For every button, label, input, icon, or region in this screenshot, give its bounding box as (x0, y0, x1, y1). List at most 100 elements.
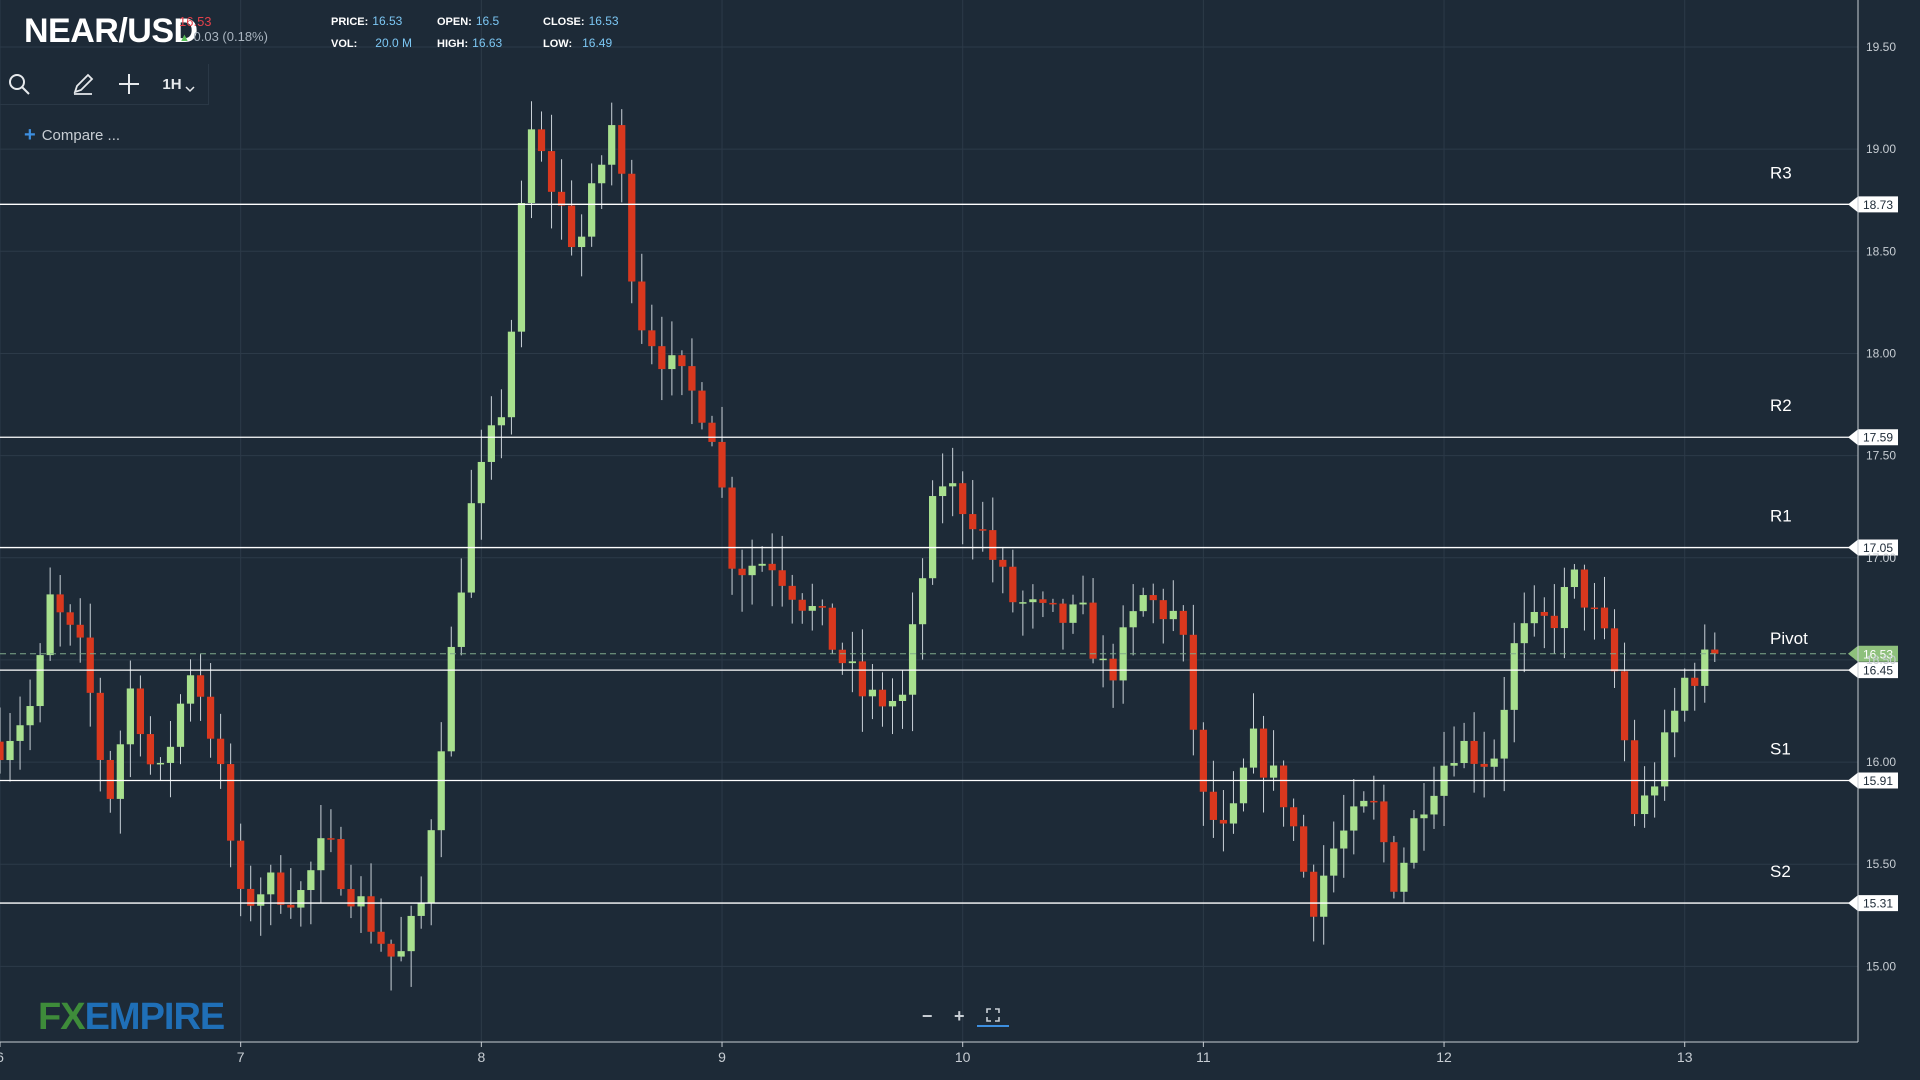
zoom-in-button[interactable]: + (954, 1005, 965, 1026)
candle-body (888, 700, 897, 707)
candle-body (798, 599, 806, 611)
candle-down (969, 480, 977, 560)
candle-body (247, 888, 255, 906)
candle-body (1290, 807, 1298, 827)
level-tag-text: 17.05 (1863, 541, 1893, 555)
candle-body (969, 514, 977, 530)
candle-body (1430, 795, 1438, 815)
y-tick-label: 19.00 (1866, 142, 1896, 156)
search-icon[interactable] (2, 64, 36, 104)
x-tick-label: 9 (718, 1049, 726, 1065)
candle-up (1500, 676, 1508, 792)
candle-down (1009, 549, 1017, 613)
candle-down (1290, 798, 1298, 841)
candle-down (989, 497, 997, 583)
candle-down (1711, 632, 1719, 662)
candle-down (1610, 609, 1619, 688)
candle-up (848, 631, 856, 693)
candle-body (748, 565, 756, 576)
candle-up (176, 694, 185, 765)
high-value: 16.63 (472, 36, 503, 50)
candle-body (156, 762, 165, 765)
candle-up (888, 678, 897, 735)
candle-body (1661, 732, 1669, 787)
candle-body (1189, 634, 1197, 730)
price-change-value: 0.03 (0.18%) (193, 29, 268, 44)
candle-body (427, 830, 435, 903)
ohlc-volume: VOL: 20.0 M (331, 36, 412, 50)
candle-up (1249, 693, 1258, 774)
candle-down (287, 868, 295, 919)
candle-up (908, 592, 917, 732)
candle-up (1560, 567, 1568, 659)
fullscreen-button[interactable] (986, 1006, 1000, 1027)
candle-body (387, 943, 395, 957)
candle-up (1460, 722, 1468, 769)
candle-up (868, 664, 877, 720)
candle-body (477, 461, 485, 504)
candle-body (76, 624, 84, 638)
candle-body (417, 902, 425, 916)
candle-body (136, 688, 145, 735)
level-tag-r1: 17.05 (1848, 539, 1898, 556)
candle-up (1400, 847, 1408, 903)
candle-body (578, 236, 586, 248)
candle-up (437, 722, 445, 858)
candle-down (1209, 760, 1218, 838)
candle-body (788, 585, 796, 600)
candle-body (176, 703, 185, 747)
level-tag-shape (1848, 895, 1898, 912)
candle-down (537, 111, 546, 162)
compare-button[interactable]: + Compare ... (24, 124, 120, 147)
arrow-up-icon: ▲ (179, 32, 190, 44)
candle-body (1711, 649, 1719, 654)
timeframe-select[interactable]: 1H (156, 64, 202, 104)
candle-body (1320, 875, 1328, 917)
candle-body (407, 915, 415, 952)
candle-body (36, 655, 44, 707)
candle-body (217, 738, 225, 765)
candle-up (1320, 845, 1328, 945)
candle-body (708, 422, 716, 442)
candle-up (1530, 585, 1538, 637)
candle-down (86, 603, 94, 727)
candle-body (949, 483, 957, 487)
candle-down (1390, 835, 1398, 899)
candle-down (547, 114, 556, 229)
level-tag-shape (1848, 772, 1898, 789)
candle-body (878, 689, 887, 707)
candle-body (1209, 791, 1218, 820)
candle-down (1550, 584, 1558, 654)
zoom-out-button[interactable]: − (921, 1005, 933, 1026)
candle-body (337, 839, 345, 890)
candle-down (277, 855, 285, 914)
crosshair-plus-icon[interactable] (112, 64, 146, 104)
candle-up (1169, 580, 1177, 632)
chevron-down-icon (185, 86, 195, 93)
candle-body (1630, 740, 1639, 815)
level-tag-text: 16.45 (1863, 664, 1893, 678)
candle-up (1360, 791, 1368, 813)
candle-body (1340, 830, 1348, 849)
candle-up (929, 480, 937, 585)
candle-body (567, 205, 576, 248)
candle-down (1480, 731, 1488, 798)
candle-up (527, 101, 536, 219)
close-value: 16.53 (588, 14, 619, 28)
candle-body (1139, 595, 1147, 612)
candle-down (1590, 582, 1599, 640)
pencil-icon[interactable] (66, 64, 100, 104)
candle-up (116, 730, 124, 834)
candle-body (527, 129, 536, 204)
candle-up (1350, 779, 1358, 855)
candle-body (357, 896, 365, 907)
candle-up (1099, 635, 1107, 688)
ohlc-high: HIGH: 16.63 (437, 36, 502, 50)
candle-body (487, 425, 495, 462)
candle-up (467, 469, 475, 598)
candle-up (1420, 783, 1428, 851)
candle-down (1059, 598, 1067, 650)
candle-body (999, 559, 1007, 567)
candle-up (1330, 821, 1338, 893)
